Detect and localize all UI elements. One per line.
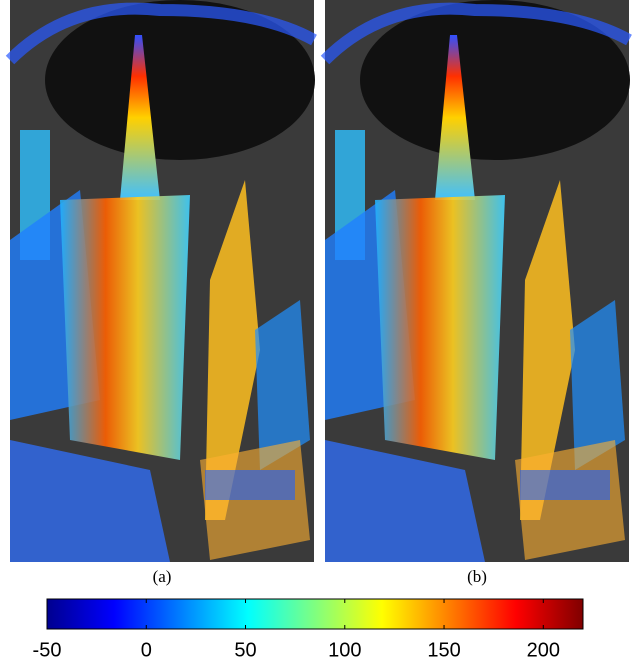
panel-label: (a) [153,567,172,586]
tick-label: 150 [427,639,460,661]
tick-label: 50 [234,639,256,661]
tick-label: 0 [141,639,152,661]
panel-label: (b) [467,567,487,586]
tick-label: -50 [33,639,62,661]
panel-image [325,0,630,562]
colorbar [47,599,583,629]
panel-image [10,0,315,562]
tick-label: 100 [328,639,361,661]
figure: (a) (b) -50 0 50 100 150 200 [0,0,632,665]
tick-label: 200 [527,639,560,661]
